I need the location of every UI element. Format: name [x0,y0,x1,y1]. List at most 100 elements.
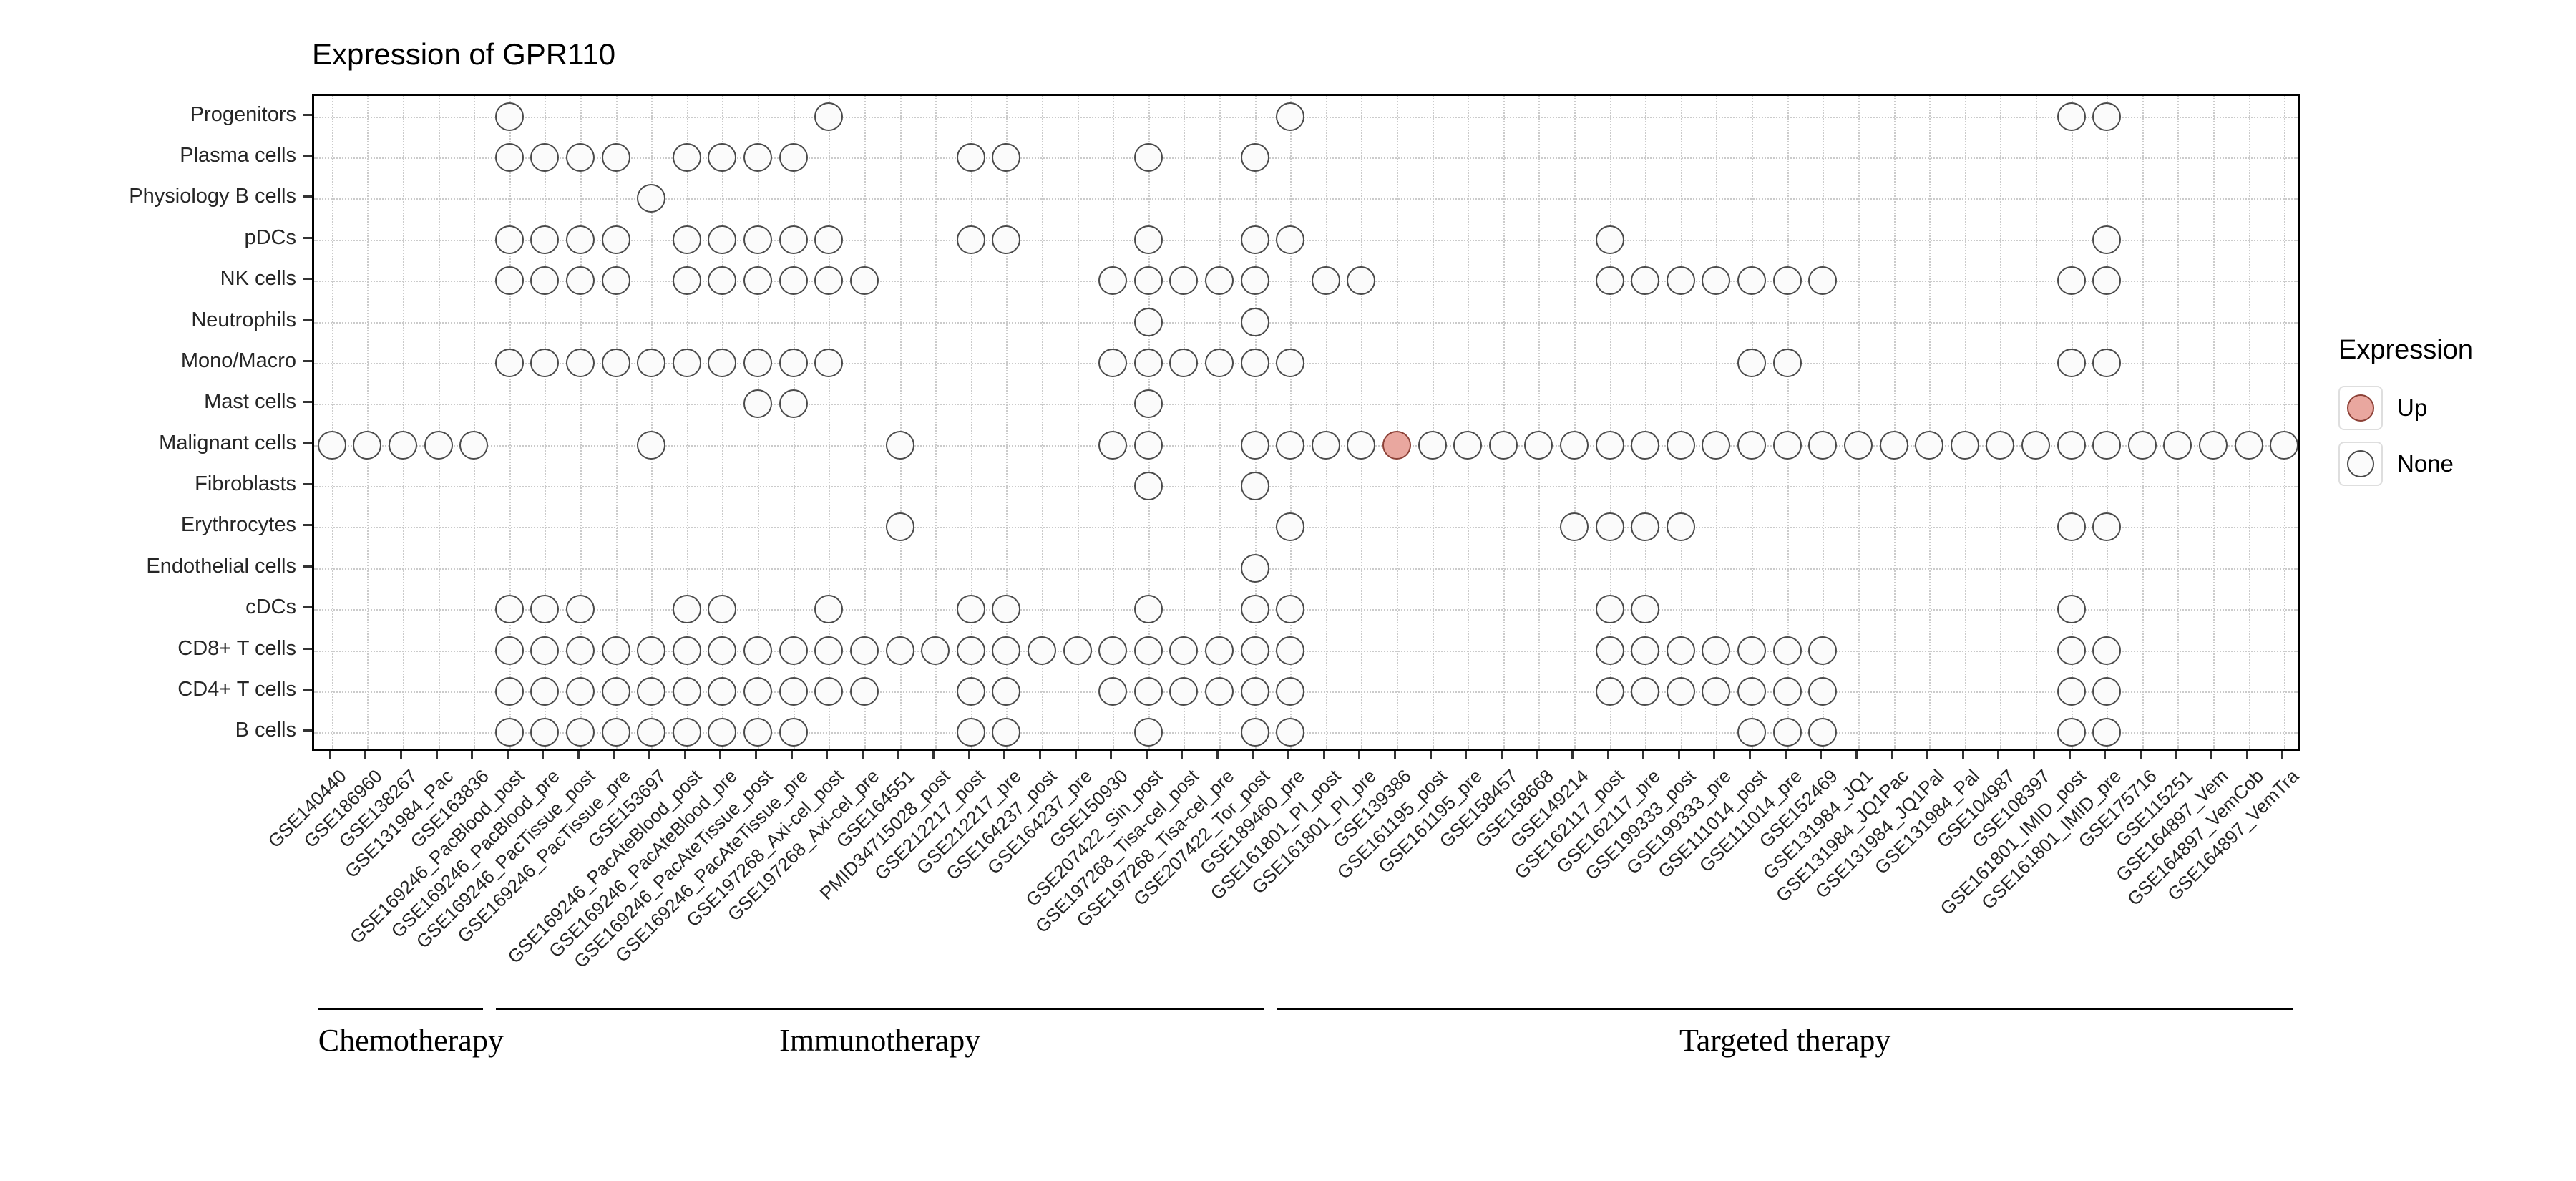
x-tick [1394,751,1397,759]
expression-dot-none [1133,143,1163,172]
x-tick [1110,751,1113,759]
expression-dot-none [566,266,595,296]
expression-dot-none [992,595,1021,624]
row-label: NK cells [220,267,296,291]
gridline-vertical [1432,96,1434,749]
expression-dot-none [1311,266,1340,296]
expression-dot-none [672,225,701,254]
gridline-vertical [545,96,547,749]
expression-dot-none [779,389,808,419]
gridline-horizontal [314,239,2298,241]
expression-dot-none [743,225,773,254]
expression-dot-none [424,430,453,460]
expression-dot-none [2198,430,2228,460]
expression-dot-none [1204,676,1234,706]
x-tick [1536,751,1538,759]
expression-dot-none [814,676,844,706]
expression-dot-none [566,636,595,665]
expression-dot-none [1240,225,1269,254]
legend-title: Expression [2338,335,2473,365]
expression-dot-none [601,266,630,296]
gridline-vertical [829,96,831,749]
x-tick [1429,751,1432,759]
gridline-vertical [1325,96,1327,749]
expression-dot-none [1986,430,2015,460]
expression-dot-none [1595,595,1624,624]
expression-dot-none [2057,718,2086,747]
expression-dot-none [494,266,524,296]
expression-dot-none [601,348,630,377]
gridline-vertical [2035,96,2037,749]
expression-dot-none [1098,348,1128,377]
row-label: Plasma cells [180,144,296,167]
x-tick [1890,751,1893,759]
x-tick [1500,751,1503,759]
expression-dot-none [566,348,595,377]
expression-dot-none [494,225,524,254]
expression-dot-none [779,348,808,377]
expression-dot-none [1453,430,1483,460]
row-label: cDCs [245,596,296,619]
x-tick [1465,751,1468,759]
legend-item-none: None [2338,442,2473,486]
x-tick [1571,751,1574,759]
expression-dot-none [1347,430,1376,460]
gridline-vertical [1041,96,1043,749]
x-tick [932,751,935,759]
x-tick [435,751,438,759]
expression-dot-none [1488,430,1518,460]
legend-key-none [2338,442,2383,486]
expression-dot-none [637,718,666,747]
gridline-vertical [1716,96,1718,749]
expression-dot-none [1240,266,1269,296]
x-tick [2281,751,2284,759]
expression-dot-none [2057,266,2086,296]
x-tick [1820,751,1823,759]
expression-dot-none [708,266,737,296]
gridline-vertical [509,96,511,749]
expression-dot-none [743,143,773,172]
gridline-vertical [1219,96,1221,749]
gridline-vertical [1290,96,1292,749]
expression-dot-none [1772,676,1802,706]
expression-dot-none [601,143,630,172]
expression-dot-none [1027,636,1056,665]
expression-dot-none [1169,636,1199,665]
x-tick [1216,751,1219,759]
x-tick [683,751,686,759]
x-tick [1749,751,1752,759]
y-tick [303,647,312,650]
expression-dot-none [1772,718,1802,747]
expression-dot-none [1240,718,1269,747]
row-label: Mono/Macro [180,349,296,372]
expression-dot-none [1204,636,1234,665]
expression-dot-none [494,348,524,377]
expression-dot-none [1276,636,1305,665]
expression-dot-none [1133,718,1163,747]
y-tick [303,688,312,691]
y-tick [303,319,312,321]
legend: Expression Up None [2338,335,2473,497]
x-tick [471,751,474,759]
expression-dot-none [2270,430,2299,460]
y-tick [303,442,312,444]
expression-dot-none [1169,676,1199,706]
expression-dot-none [956,718,985,747]
x-tick [2032,751,2035,759]
expression-dot-none [1772,636,1802,665]
expression-dot-none [530,676,560,706]
gridline-horizontal [314,157,2298,160]
expression-dot-none [743,676,773,706]
gridline-horizontal [314,486,2298,488]
gridline-vertical [1148,96,1150,749]
expression-dot-none [956,636,985,665]
expression-dot-none [2092,430,2122,460]
row-label: Physiology B cells [129,185,296,208]
expression-dot-none [494,676,524,706]
x-tick [1145,751,1148,759]
x-tick [1606,751,1609,759]
expression-dot-none [530,225,560,254]
x-tick [861,751,864,759]
row-label: Fibroblasts [195,472,296,496]
